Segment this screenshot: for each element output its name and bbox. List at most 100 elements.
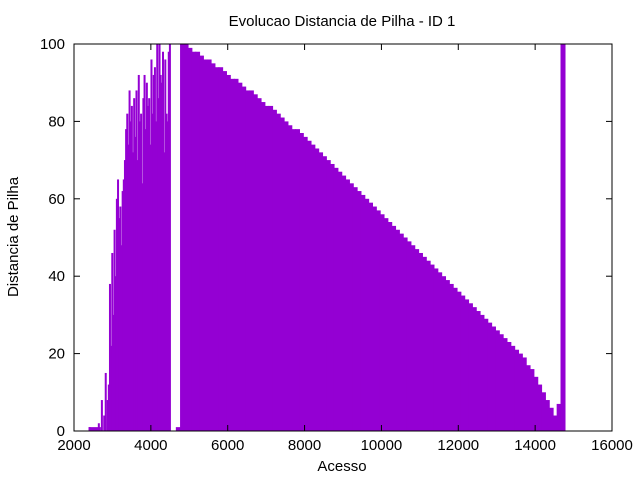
bar-24 bbox=[268, 105, 274, 432]
bar-47 bbox=[356, 191, 362, 431]
bar-noisy-53 bbox=[162, 51, 164, 432]
bar-noisy-56 bbox=[165, 113, 168, 431]
bar-77 bbox=[472, 307, 477, 431]
bar-noisy-58 bbox=[167, 51, 170, 432]
bar-87 bbox=[510, 345, 516, 431]
bar-noisy-19 bbox=[122, 179, 125, 431]
x-tick-label: 6000 bbox=[211, 437, 244, 454]
bar-42 bbox=[337, 171, 343, 431]
bar-20 bbox=[253, 94, 258, 431]
bar-54 bbox=[383, 218, 389, 431]
bar-noisy-35 bbox=[141, 183, 144, 431]
bar-base bbox=[88, 427, 101, 431]
bars-layer bbox=[88, 44, 566, 432]
bar-8 bbox=[206, 59, 212, 431]
bar-noisy-20 bbox=[123, 160, 126, 431]
bar-noisy-46 bbox=[153, 67, 156, 431]
bar-4 bbox=[191, 51, 197, 432]
bar-66 bbox=[429, 264, 435, 431]
bar-37 bbox=[318, 152, 324, 432]
bar-75 bbox=[464, 299, 470, 431]
bar-noisy-42 bbox=[149, 144, 152, 431]
bar-82 bbox=[491, 326, 496, 431]
bar-noisy-48 bbox=[156, 44, 159, 431]
bar-71 bbox=[449, 283, 454, 431]
bar-noisy-8 bbox=[110, 345, 113, 431]
bar-96 bbox=[545, 400, 550, 431]
bar-noisy-25 bbox=[129, 121, 132, 432]
bar-14 bbox=[230, 78, 235, 431]
bar-10 bbox=[214, 67, 220, 431]
bar-39 bbox=[326, 160, 331, 431]
bar-50 bbox=[368, 202, 373, 431]
bar-9 bbox=[210, 63, 216, 431]
bar-18 bbox=[245, 90, 251, 431]
bar-noisy-30 bbox=[135, 90, 138, 431]
bar-44 bbox=[345, 179, 350, 431]
y-tick-label: 40 bbox=[48, 268, 65, 285]
bar-63 bbox=[418, 252, 423, 431]
bar-noisy-13 bbox=[115, 198, 118, 431]
plot-frame bbox=[73, 43, 613, 432]
bar-noisy-27 bbox=[132, 152, 135, 432]
bar-95 bbox=[541, 392, 546, 431]
bar-13 bbox=[226, 74, 231, 432]
bar-79 bbox=[479, 314, 485, 431]
x-tick-label: 14000 bbox=[514, 437, 556, 454]
x-tick-label: 2000 bbox=[57, 437, 90, 454]
bar-83 bbox=[495, 330, 500, 431]
bar-33 bbox=[303, 136, 308, 431]
bar-74 bbox=[460, 295, 466, 431]
bar-noisy-3 bbox=[103, 415, 106, 431]
bar-80 bbox=[483, 318, 489, 431]
bar-noisy-43 bbox=[150, 59, 153, 431]
bar-53 bbox=[379, 214, 385, 431]
bar-16 bbox=[237, 82, 243, 431]
bar-22 bbox=[260, 102, 266, 432]
bar-76 bbox=[468, 303, 473, 431]
bar-40 bbox=[329, 163, 335, 431]
bar-2 bbox=[183, 44, 189, 431]
bar-17 bbox=[241, 86, 247, 431]
bar-noisy-10 bbox=[112, 314, 115, 431]
bar-62 bbox=[414, 249, 420, 431]
bar-73 bbox=[456, 291, 462, 431]
y-tick-label: 0 bbox=[57, 423, 65, 440]
bar-7 bbox=[203, 59, 208, 431]
chart-title: Evolucao Distancia de Pilha - ID 1 bbox=[229, 13, 456, 30]
bar-0 bbox=[175, 427, 181, 431]
bar-46 bbox=[352, 187, 358, 431]
bar-noisy-23 bbox=[127, 144, 130, 431]
bar-88 bbox=[514, 349, 520, 431]
bar-6 bbox=[199, 55, 204, 432]
bar-noisy-22 bbox=[126, 113, 129, 431]
bar-68 bbox=[437, 272, 443, 431]
bar-noisy-21 bbox=[125, 129, 128, 431]
bar-91 bbox=[525, 365, 531, 431]
bar-noisy-29 bbox=[134, 136, 137, 431]
bar-60 bbox=[406, 241, 412, 431]
x-tick-label: 12000 bbox=[437, 437, 479, 454]
x-axis-label: Acesso bbox=[317, 458, 366, 475]
bar-85 bbox=[502, 338, 508, 431]
bar-noisy-38 bbox=[144, 129, 147, 431]
bar-noisy-6 bbox=[107, 384, 110, 431]
y-tick-label: 60 bbox=[48, 191, 65, 208]
bar-27 bbox=[279, 117, 285, 431]
bar-35 bbox=[310, 144, 316, 431]
bar-84 bbox=[499, 334, 504, 431]
bar-72 bbox=[452, 287, 458, 431]
bar-57 bbox=[395, 229, 400, 431]
bar-noisy-28 bbox=[133, 98, 136, 432]
bar-noisy-7 bbox=[108, 283, 111, 431]
bar-noisy-9 bbox=[111, 252, 114, 431]
bar-noisy-52 bbox=[160, 82, 163, 431]
bar-61 bbox=[410, 245, 416, 431]
bar-36 bbox=[314, 148, 320, 432]
bar-noisy-33 bbox=[138, 121, 141, 432]
bar-28 bbox=[283, 121, 289, 432]
bar-noisy-36 bbox=[142, 98, 145, 432]
bar-99 bbox=[556, 403, 562, 431]
bar-97 bbox=[548, 407, 554, 431]
